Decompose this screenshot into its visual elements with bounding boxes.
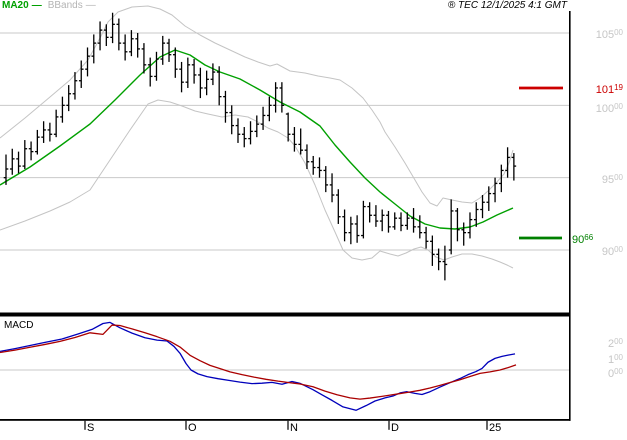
- legend-bbands-label: BBands: [47, 0, 83, 11]
- x-axis-label-dec: D: [391, 422, 399, 434]
- macd-axis-label-000: 000: [607, 367, 623, 380]
- macd-axis-label-100: 100: [607, 353, 623, 366]
- legend-ma20-label: MA20: [2, 0, 29, 11]
- chart-title: ® TEC 12/1/2025 4:1 GMT: [447, 0, 567, 11]
- price-label-level-9066: 9066: [572, 233, 594, 246]
- macd-axis-label-200: 200: [607, 337, 623, 350]
- x-axis-label-2025: 25: [489, 422, 502, 434]
- x-axis-label-sep: S: [87, 422, 95, 434]
- x-axis-label-nov: N: [290, 422, 298, 434]
- price-label-10500: 10500: [595, 28, 623, 41]
- x-axis-label-oct: O: [188, 422, 197, 434]
- ma20-line-swatch-icon: —: [31, 0, 42, 11]
- price-label-10000: 10000: [595, 102, 623, 115]
- price-label-9000: 9000: [601, 245, 623, 258]
- price-label-9500: 9500: [601, 173, 623, 186]
- macd-label: MACD: [4, 320, 34, 331]
- bbands-line-swatch-icon: —: [85, 0, 96, 11]
- price-label-last-10119: 10119: [595, 83, 623, 96]
- legend: MA20— BBands —: [2, 0, 96, 11]
